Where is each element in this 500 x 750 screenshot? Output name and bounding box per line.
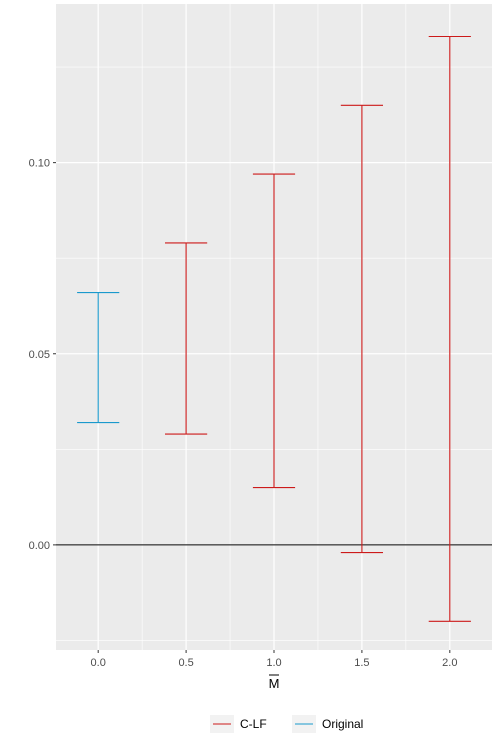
errorbar-original — [77, 292, 120, 424]
y-tick-label: 0.00 — [29, 540, 50, 552]
legend-label: C-LF — [240, 717, 267, 731]
x-tick-label: 2.0 — [442, 657, 457, 669]
x-tick-label: 0.5 — [178, 657, 193, 669]
errorbar-c-lf — [165, 242, 208, 435]
y-tick-label: 0.05 — [29, 349, 50, 361]
x-axis-title: M — [269, 674, 280, 691]
y-axis: 0.00 0.05 0.10 — [29, 158, 56, 552]
x-tick-label: 1.0 — [266, 657, 281, 669]
error-bars — [77, 35, 471, 622]
x-tick-label: 0.0 — [91, 657, 106, 669]
x-axis-label: M — [269, 676, 280, 691]
x-tick-label: 1.5 — [354, 657, 369, 669]
x-axis: 0.0 0.5 1.0 1.5 2.0 — [91, 650, 457, 669]
legend: C-LF Original — [210, 715, 363, 733]
errorbar-c-lf — [428, 35, 471, 622]
legend-item-c-lf: C-LF — [210, 715, 267, 733]
legend-label: Original — [322, 717, 363, 731]
errorbar-c-lf — [252, 173, 296, 489]
legend-item-original: Original — [292, 715, 363, 733]
y-tick-label: 0.10 — [29, 158, 50, 170]
errorbar-c-lf — [340, 104, 383, 554]
